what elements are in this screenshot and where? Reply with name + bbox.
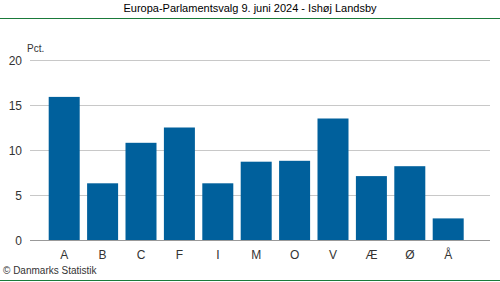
y-tick-label: 10 [9,144,23,158]
x-tick-label: Å [444,247,452,262]
title: Europa-Parlamentsvalg 9. juni 2024 - Ish… [123,2,377,14]
y-axis-label: Pct. [27,43,44,54]
bar [202,183,233,240]
source: © Danmarks Statistik [3,265,98,276]
x-tick-label: A [60,248,68,262]
footer-rule [0,280,500,281]
y-tick-label: 0 [15,234,22,248]
bar [241,162,272,240]
x-axis-line [30,240,490,241]
bar [87,183,118,240]
x-tick-label: Æ [365,248,377,262]
bar [433,218,464,240]
x-tick-label: M [251,248,261,262]
bar [356,176,387,240]
bar [279,161,310,240]
x-tick-label: F [176,248,183,262]
grid-line [30,150,490,151]
bar [164,128,195,241]
bar [394,166,425,240]
header-rule [0,18,500,19]
grid-line [30,105,490,106]
y-tick-label: 15 [9,99,23,113]
y-tick-label: 20 [9,54,23,68]
grid-line [30,240,490,241]
x-tick-label: C [137,248,146,262]
x-tick-label: I [216,248,219,262]
bar [318,119,349,241]
y-tick-label: 5 [15,189,22,203]
chart: Europa-Parlamentsvalg 9. juni 2024 - Ish… [0,0,500,282]
x-tick-label: O [290,248,299,262]
bar [49,97,80,240]
bars [49,97,464,240]
x-tick-label: V [329,248,337,262]
bar [126,143,157,240]
x-tick-label: Ø [405,248,414,262]
x-tick-label: B [99,248,107,262]
grid-line [30,60,490,61]
